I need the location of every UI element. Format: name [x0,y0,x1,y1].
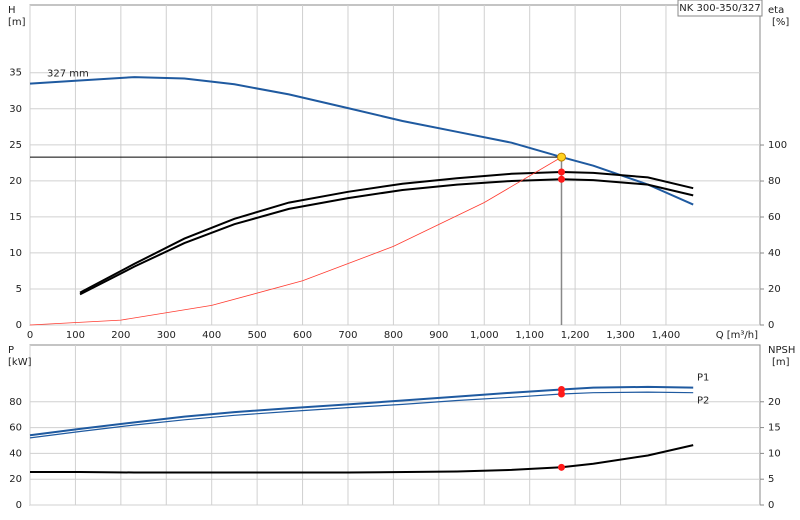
x-tick-label: 1,000 [470,330,499,341]
series-label: P1 [697,373,709,384]
series-label: 327 mm [47,69,89,80]
y2-tick-label: 100 [768,140,787,151]
y-tick-label: 20 [9,176,22,187]
y2-tick-label: 20 [768,397,781,408]
x-axis-label: Q [m³/h] [716,330,758,341]
y-tick-label: 40 [9,448,22,459]
series-line [79,170,694,294]
y2-tick-label: 60 [768,212,781,223]
x-tick-label: 800 [384,330,403,341]
y-tick-label: 25 [9,140,22,151]
y-tick-label: 0 [16,320,22,331]
x-tick-label: 1,200 [561,330,590,341]
y-axis-unit: [m] [8,17,26,28]
duty-point [557,168,565,176]
duty-point [557,390,565,398]
y2-axis-unit: [m] [772,357,790,368]
y-tick-label: 35 [9,68,22,79]
x-tick-label: 900 [429,330,448,341]
duty-point [557,175,565,183]
y-tick-label: 30 [9,104,22,115]
y-axis-unit: [kW] [8,357,32,368]
y2-tick-label: 0 [768,320,774,331]
series-line [29,391,694,439]
y-tick-label: 5 [16,284,22,295]
y-tick-label: 60 [9,423,22,434]
y2-tick-label: 15 [768,423,781,434]
series-line [29,385,694,437]
series-line [30,444,694,474]
y2-axis-label: eta [768,5,784,16]
y-tick-label: 0 [16,500,22,511]
y-tick-label: 10 [9,248,22,259]
series-line [29,76,694,206]
y2-tick-label: 5 [768,474,774,485]
y-tick-label: 80 [9,397,22,408]
series-line [29,156,562,326]
y-axis-label: H [8,5,16,16]
y2-tick-label: 20 [768,284,781,295]
y-tick-label: 15 [9,212,22,223]
y2-tick-label: 0 [768,500,774,511]
y-tick-label: 20 [9,474,22,485]
y-axis-label: P [8,345,14,356]
x-tick-label: 600 [293,330,312,341]
y2-tick-label: 10 [768,448,781,459]
y2-axis-unit: [%] [772,17,789,28]
series-label: P2 [697,396,709,407]
x-tick-label: 700 [338,330,357,341]
x-tick-label: 100 [66,330,85,341]
y2-tick-label: 40 [768,248,781,259]
x-tick-label: 500 [248,330,267,341]
y2-axis-label: NPSH [768,345,795,356]
title-box [677,0,763,17]
x-tick-label: 1,300 [606,330,635,341]
x-tick-label: 0 [27,330,33,341]
chart-title: NK 300-350/327 [679,3,760,14]
x-tick-label: 400 [202,330,221,341]
x-tick-label: 1,100 [515,330,544,341]
duty-point [557,463,565,471]
y2-tick-label: 80 [768,176,781,187]
operating-point [556,152,566,162]
series-line [79,178,694,296]
x-tick-label: 200 [111,330,130,341]
x-tick-label: 300 [157,330,176,341]
x-tick-label: 1,400 [652,330,681,341]
